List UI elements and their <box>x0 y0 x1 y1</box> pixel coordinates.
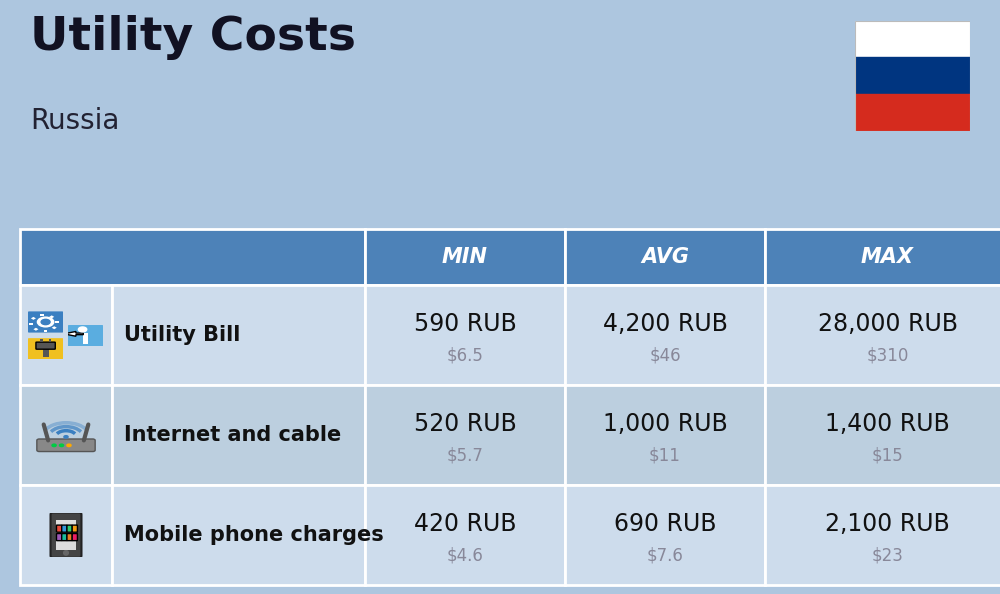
Text: $4.6: $4.6 <box>447 546 483 564</box>
Text: 520 RUB: 520 RUB <box>414 412 516 436</box>
Text: Utility Bill: Utility Bill <box>124 325 240 345</box>
Bar <box>365 485 565 585</box>
FancyArrow shape <box>64 331 83 336</box>
Bar <box>765 385 1000 485</box>
Text: $11: $11 <box>649 446 681 464</box>
FancyBboxPatch shape <box>56 525 62 532</box>
Text: AVG: AVG <box>641 247 689 267</box>
FancyBboxPatch shape <box>51 513 81 558</box>
Text: $23: $23 <box>872 546 903 564</box>
Bar <box>20 385 112 485</box>
Bar <box>855 58 970 94</box>
Bar <box>83 333 88 343</box>
Circle shape <box>41 320 50 325</box>
Text: 690 RUB: 690 RUB <box>614 512 716 536</box>
Circle shape <box>52 444 56 447</box>
Circle shape <box>67 444 71 447</box>
Text: $310: $310 <box>866 346 909 364</box>
Bar <box>765 285 1000 385</box>
Circle shape <box>59 444 64 447</box>
Circle shape <box>64 435 68 438</box>
FancyBboxPatch shape <box>62 525 67 532</box>
Text: 590 RUB: 590 RUB <box>414 312 516 336</box>
Text: $5.7: $5.7 <box>447 446 483 464</box>
Bar <box>55 321 59 323</box>
Text: $46: $46 <box>649 346 681 364</box>
Text: Utility Costs: Utility Costs <box>30 15 356 60</box>
Text: MIN: MIN <box>442 247 488 267</box>
FancyBboxPatch shape <box>68 325 103 346</box>
Circle shape <box>37 317 54 327</box>
Bar <box>20 285 112 385</box>
Bar <box>52 326 57 329</box>
Text: Russia: Russia <box>30 107 119 135</box>
Text: Internet and cable: Internet and cable <box>124 425 341 445</box>
FancyBboxPatch shape <box>72 533 77 541</box>
Bar <box>365 385 565 485</box>
Bar <box>29 323 33 325</box>
FancyBboxPatch shape <box>36 342 55 349</box>
Bar <box>565 385 765 485</box>
Bar <box>40 314 44 317</box>
Bar <box>112 285 365 385</box>
Circle shape <box>78 327 87 332</box>
Bar <box>565 485 765 585</box>
Bar <box>765 229 1000 285</box>
Bar <box>365 285 565 385</box>
FancyBboxPatch shape <box>67 525 72 532</box>
Bar <box>112 385 365 485</box>
Bar <box>112 485 365 585</box>
Text: 1,400 RUB: 1,400 RUB <box>825 412 950 436</box>
Bar <box>31 317 36 320</box>
FancyBboxPatch shape <box>62 533 67 541</box>
Text: $6.5: $6.5 <box>447 346 483 364</box>
FancyBboxPatch shape <box>37 439 95 451</box>
FancyBboxPatch shape <box>28 311 63 333</box>
Circle shape <box>64 551 68 555</box>
Text: Mobile phone charges: Mobile phone charges <box>124 525 384 545</box>
Bar <box>855 21 970 58</box>
Bar <box>765 485 1000 585</box>
Text: $7.6: $7.6 <box>647 546 683 564</box>
FancyBboxPatch shape <box>28 338 63 359</box>
FancyBboxPatch shape <box>67 533 72 541</box>
Bar <box>33 328 38 331</box>
Text: 2,100 RUB: 2,100 RUB <box>825 512 950 536</box>
Bar <box>365 229 565 285</box>
Bar <box>56 520 76 549</box>
Text: 1,000 RUB: 1,000 RUB <box>603 412 727 436</box>
Bar <box>43 348 49 357</box>
Bar <box>855 94 970 131</box>
Text: 420 RUB: 420 RUB <box>414 512 516 536</box>
Text: 4,200 RUB: 4,200 RUB <box>603 312 727 336</box>
FancyBboxPatch shape <box>56 533 62 541</box>
Bar <box>565 285 765 385</box>
Bar <box>20 229 365 285</box>
Bar <box>49 339 51 342</box>
FancyBboxPatch shape <box>72 525 77 532</box>
Bar <box>565 229 765 285</box>
Text: $15: $15 <box>872 446 903 464</box>
Text: 28,000 RUB: 28,000 RUB <box>818 312 958 336</box>
Bar <box>44 330 47 332</box>
Text: MAX: MAX <box>861 247 914 267</box>
Bar <box>40 339 43 342</box>
Bar <box>49 315 54 318</box>
Bar <box>20 485 112 585</box>
